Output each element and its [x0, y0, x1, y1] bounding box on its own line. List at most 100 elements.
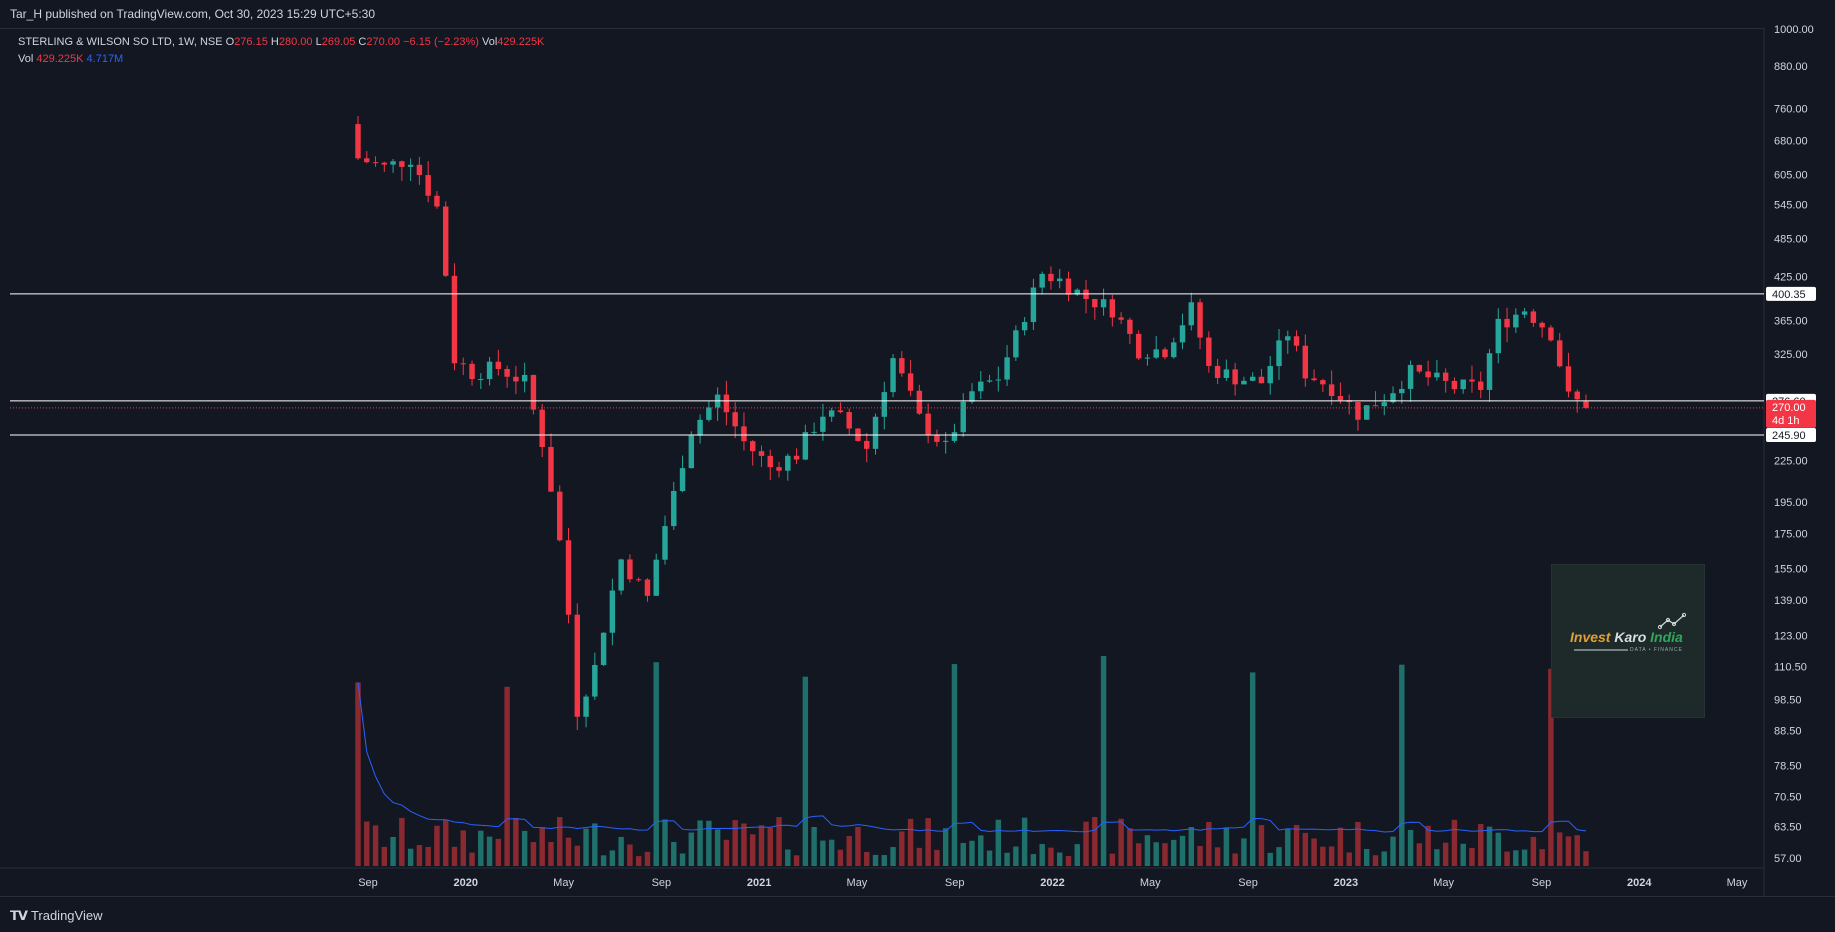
- candle-body: [1583, 401, 1589, 408]
- candle-body: [548, 446, 554, 492]
- candle-body: [407, 164, 414, 167]
- time-tick-label: 2022: [1040, 877, 1064, 889]
- volume-bar: [855, 826, 861, 866]
- price-tick-label: 605.00: [1774, 169, 1808, 181]
- volume-bar: [1434, 849, 1440, 866]
- candle-body: [723, 394, 730, 413]
- volume-bar: [1390, 836, 1396, 866]
- volume-indicator-label: Vol: [18, 53, 34, 65]
- candle-body: [1390, 393, 1396, 403]
- tradingview-logo[interactable]: 𝗧𝗩 TradingView: [10, 908, 102, 924]
- volume-bar: [1372, 855, 1379, 866]
- candle-body: [881, 392, 888, 417]
- volume-bar: [627, 844, 633, 866]
- volume-bar: [1363, 848, 1370, 866]
- volume-bar: [749, 834, 756, 866]
- tv-logo-icon: 𝗧𝗩: [10, 908, 28, 923]
- candle-body: [1285, 336, 1291, 341]
- volume-bar: [1249, 672, 1256, 866]
- candle-body: [1109, 299, 1116, 318]
- volume-bar: [521, 830, 528, 866]
- volume-bar: [925, 818, 931, 866]
- volume-bar: [776, 817, 782, 866]
- price-tick-label: 155.00: [1774, 564, 1808, 576]
- price-tick-label: 880.00: [1774, 61, 1808, 73]
- candle-body: [960, 401, 966, 433]
- price-tick-label: 70.50: [1774, 791, 1802, 803]
- volume-bar: [820, 840, 826, 866]
- volume-bar: [1416, 843, 1423, 866]
- candle-body: [1478, 381, 1484, 390]
- candle-body: [776, 467, 782, 471]
- volume-bar: [1153, 842, 1159, 866]
- candle-body: [600, 632, 607, 665]
- volume-bar: [618, 836, 624, 866]
- candle-body: [1241, 380, 1247, 385]
- candle-body: [907, 373, 914, 391]
- candle-body: [1293, 336, 1300, 346]
- vol-label: Vol: [482, 36, 498, 48]
- time-tick-label: Sep: [945, 877, 965, 889]
- watermark-tagline: DATA • FINANCE: [1630, 647, 1683, 653]
- volume-bar: [1021, 817, 1028, 866]
- volume-bar: [1267, 852, 1273, 866]
- price-chart[interactable]: 1000.00 880.00 760.00 680.00 605.00 545.00 485…: [0, 0, 1835, 896]
- volume-bar: [1188, 826, 1195, 866]
- volume-bar: [881, 855, 888, 866]
- volume-bar: [1521, 849, 1528, 866]
- candle-body: [1118, 317, 1124, 320]
- volume-bar: [1056, 852, 1063, 866]
- candle-body: [592, 664, 598, 697]
- candle-body: [521, 374, 528, 382]
- volume-bar: [1276, 847, 1282, 866]
- volume-bar: [1311, 838, 1317, 866]
- volume-bar: [495, 838, 502, 866]
- candle-body: [644, 579, 651, 596]
- candle-body: [1425, 371, 1431, 378]
- change-value: −6.15 (−2.23%): [403, 36, 479, 48]
- candle-body: [1214, 365, 1221, 378]
- candle-body: [1574, 391, 1580, 400]
- volume-bar: [828, 839, 835, 866]
- candle-body: [442, 206, 449, 276]
- volume-bar: [644, 851, 651, 866]
- volume-bar: [907, 818, 914, 866]
- candle-body: [1048, 273, 1054, 282]
- candle-body: [372, 162, 379, 164]
- watermark-brand: Invest Karo India: [1570, 629, 1683, 645]
- volume-bar: [434, 825, 440, 866]
- last-price-label: 270.00: [1772, 402, 1806, 414]
- volume-bar: [714, 829, 721, 866]
- volume-bar: [1135, 843, 1142, 866]
- candle-body: [986, 380, 993, 382]
- volume-bar: [1513, 850, 1519, 866]
- candle-body: [1144, 357, 1151, 359]
- time-tick-label: May: [847, 877, 868, 889]
- volume-bar: [995, 819, 1002, 866]
- volume-bar: [1127, 828, 1133, 866]
- candle-body: [1039, 273, 1045, 288]
- candle-body: [1530, 311, 1537, 323]
- high-value: 280.00: [278, 36, 313, 48]
- candle-body: [995, 379, 1002, 381]
- bar-countdown-label: 4d 1h: [1772, 415, 1800, 427]
- price-tick-label: 78.50: [1774, 760, 1802, 772]
- volume-bar: [1013, 846, 1019, 866]
- candle-body: [679, 468, 686, 492]
- candle-body: [934, 434, 940, 442]
- volume-bar: [1460, 843, 1466, 866]
- volume-bar: [1083, 821, 1089, 866]
- time-tick-label: May: [1140, 877, 1161, 889]
- candle-body: [469, 363, 475, 380]
- volume-bar: [872, 854, 879, 866]
- candle-body: [381, 162, 388, 165]
- volume-bar: [960, 842, 966, 866]
- time-tick-label: May: [1433, 877, 1454, 889]
- time-tick-label: Sep: [652, 877, 672, 889]
- candle-body: [1556, 340, 1563, 367]
- candle-body: [942, 440, 949, 442]
- volume-bar: [1118, 818, 1124, 866]
- candle-body: [1381, 402, 1387, 407]
- volume-bar: [1223, 827, 1230, 866]
- candle-body: [1407, 364, 1414, 389]
